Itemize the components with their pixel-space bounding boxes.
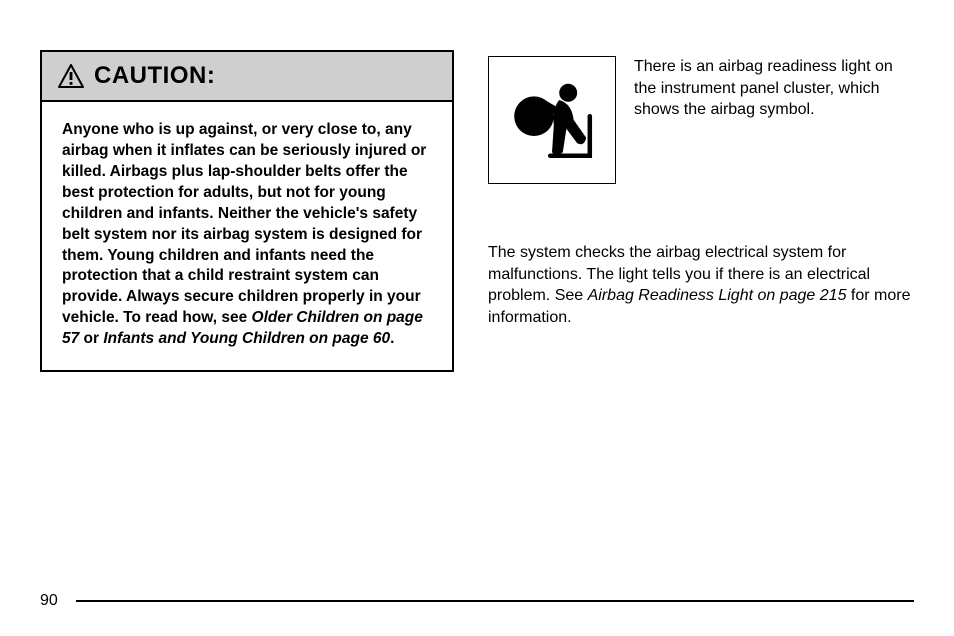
right-column: There is an airbag readiness light on th… (488, 50, 914, 372)
caution-text-end: . (390, 330, 394, 347)
para2-ref: Airbag Readiness Light on page 215 (588, 287, 847, 304)
airbag-symbol-frame (488, 56, 616, 184)
caution-body: Anyone who is up against, or very close … (42, 102, 452, 370)
caution-text-main: Anyone who is up against, or very close … (62, 121, 426, 326)
airbag-intro-text: There is an airbag readiness light on th… (634, 56, 914, 121)
page-number: 90 (40, 592, 58, 610)
airbag-symbol-icon (507, 73, 597, 168)
left-column: CAUTION: Anyone who is up against, or ve… (40, 50, 454, 372)
right-top-row: There is an airbag readiness light on th… (488, 56, 914, 184)
caution-box: CAUTION: Anyone who is up against, or ve… (40, 50, 454, 372)
caution-header: CAUTION: (42, 52, 452, 102)
manual-page: CAUTION: Anyone who is up against, or ve… (0, 0, 954, 636)
footer-rule (76, 600, 914, 602)
airbag-system-paragraph: The system checks the airbag electrical … (488, 242, 914, 328)
page-footer: 90 (40, 592, 914, 610)
two-column-layout: CAUTION: Anyone who is up against, or ve… (40, 50, 914, 372)
caution-ref-infants: Infants and Young Children on page 60 (103, 330, 390, 347)
caution-text-mid: or (79, 330, 103, 347)
warning-triangle-icon (58, 64, 84, 88)
caution-title: CAUTION: (94, 62, 215, 90)
